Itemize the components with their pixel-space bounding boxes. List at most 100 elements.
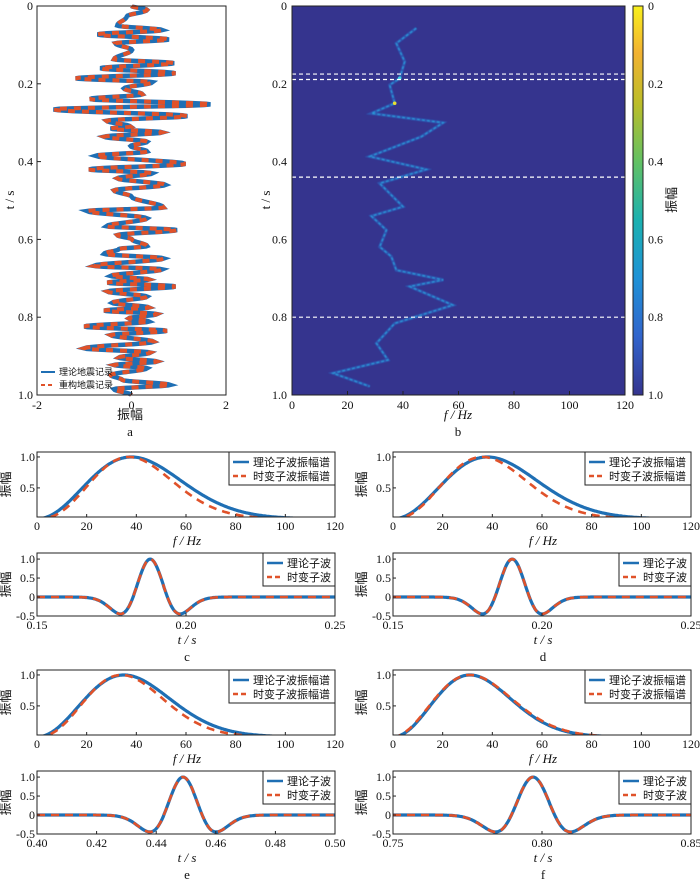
- y-tick-label: 1.0: [376, 450, 391, 464]
- x-axis-label: t / s: [178, 850, 197, 865]
- colorbar-tick-label: 0.6: [648, 232, 663, 246]
- x-tick-label: 100: [632, 737, 650, 751]
- y-tick-label: 1.0: [18, 388, 33, 402]
- legend-theory-label: 理论子波振幅谱: [609, 455, 686, 469]
- y-axis-label: 振幅: [354, 689, 369, 715]
- y-tick-label: 1.0: [20, 770, 35, 784]
- x-tick-label: 0.80: [532, 836, 553, 850]
- panel-label: f: [541, 867, 546, 882]
- y-tick-label: 1.0: [376, 668, 391, 682]
- y-tick-label: 0: [385, 590, 391, 604]
- legend-recon-label: 重构地震记录: [59, 379, 113, 390]
- y-tick-label: 1.0: [20, 450, 35, 464]
- theory-line: [40, 673, 296, 735]
- legend-timevar-label: 时变子波振幅谱: [253, 469, 330, 483]
- x-tick-label: 100: [276, 519, 294, 533]
- y-tick-label: 0.8: [18, 310, 33, 324]
- x-tick-label: 20: [342, 398, 354, 412]
- x-tick-label: 0.15: [383, 618, 404, 632]
- y-tick-label: 0.5: [20, 699, 35, 713]
- wavelet-plot: [37, 557, 335, 616]
- y-tick-label: 1.0: [376, 552, 391, 566]
- x-tick-label: 0.44: [146, 836, 167, 850]
- x-axis-label: 振幅: [117, 407, 143, 422]
- y-axis-label: 振幅: [354, 789, 369, 815]
- legend-timevar-label: 时变子波振幅谱: [609, 469, 686, 483]
- theory-line: [40, 455, 319, 517]
- legend-box: [262, 770, 336, 805]
- y-tick-label: 0.4: [272, 155, 287, 169]
- x-tick-label: 60: [453, 398, 465, 412]
- y-tick-label: 0.5: [20, 571, 35, 585]
- x-tick-label: 80: [230, 737, 242, 751]
- y-axis-label: t / s: [2, 191, 17, 210]
- x-tick-label: 0.20: [532, 618, 553, 632]
- legend-theory-label: 理论子波: [643, 556, 687, 570]
- timevarying-line: [399, 455, 632, 517]
- y-axis-label: 振幅: [354, 571, 369, 597]
- x-tick-label: 120: [682, 737, 700, 751]
- x-tick-label: 0: [390, 737, 396, 751]
- legend-timevar-label: 时变子波: [643, 788, 687, 802]
- y-tick-label: 1.0: [272, 388, 287, 402]
- x-tick-label: 2: [223, 398, 229, 412]
- spectrum-plot: [40, 455, 319, 517]
- colorbar-tick-label: 1.0: [648, 388, 663, 402]
- panel-label: e: [184, 867, 190, 882]
- legend-theory-label: 理论子波: [287, 774, 331, 788]
- x-tick-label: 100: [276, 737, 294, 751]
- y-tick-label: 1.0: [20, 668, 35, 682]
- y-axis-label: 振幅: [0, 471, 13, 497]
- timevarying-line: [393, 775, 691, 834]
- colorbar: [632, 5, 644, 396]
- x-tick-label: 20: [81, 519, 93, 533]
- x-tick-label: 60: [180, 737, 192, 751]
- colorbar-tick-label: 0.2: [648, 77, 663, 91]
- x-tick-label: 80: [586, 737, 598, 751]
- x-tick-label: 0.20: [176, 618, 197, 632]
- legend-timevar-label: 时变子波振幅谱: [253, 687, 330, 701]
- legend-theory-label: 理论子波: [287, 556, 331, 570]
- y-tick-label: 0: [281, 0, 287, 13]
- reconstructed-trace-line: [53, 4, 211, 397]
- x-tick-label: 40: [486, 737, 498, 751]
- colorbar-tick-label: 0.8: [648, 310, 663, 324]
- x-tick-label: 0: [390, 519, 396, 533]
- spectrogram-hotspot: [392, 101, 397, 106]
- y-axis-label: 振幅: [0, 571, 13, 597]
- timevarying-line: [396, 673, 613, 735]
- y-tick-label: 0.5: [376, 789, 391, 803]
- x-axis-label: f / Hz: [444, 407, 472, 422]
- x-tick-label: 0.46: [205, 836, 226, 850]
- y-tick-label: 0: [27, 0, 33, 13]
- x-tick-label: 0.40: [27, 836, 48, 850]
- y-tick-label: 0.5: [376, 571, 391, 585]
- legend-timevar-label: 时变子波: [643, 570, 687, 584]
- x-axis-label: f / Hz: [529, 533, 557, 548]
- y-tick-label: 0: [29, 590, 35, 604]
- legend-timevar-label: 时变子波: [287, 788, 331, 802]
- spectrum-plot: [396, 455, 675, 517]
- x-tick-label: 0.85: [681, 836, 700, 850]
- x-tick-label: 0: [129, 398, 135, 412]
- spectrum-plot: [395, 673, 622, 735]
- x-tick-label: 80: [586, 519, 598, 533]
- panel-label: c: [184, 649, 190, 664]
- wavelet-plot: [37, 775, 335, 834]
- x-tick-label: 60: [536, 737, 548, 751]
- x-tick-label: 120: [616, 398, 634, 412]
- y-tick-label: 0.5: [376, 699, 391, 713]
- x-tick-label: 20: [437, 737, 449, 751]
- y-tick-label: 0.5: [376, 481, 391, 495]
- x-tick-label: 100: [561, 398, 579, 412]
- y-tick-label: -0.5: [16, 827, 35, 841]
- x-tick-label: 40: [397, 398, 409, 412]
- timevarying-line: [37, 557, 335, 616]
- y-tick-label: 0.6: [272, 232, 287, 246]
- x-tick-label: 40: [486, 519, 498, 533]
- x-tick-label: -2: [32, 398, 42, 412]
- spectrogram-background: [292, 6, 625, 395]
- y-tick-label: 0.6: [18, 232, 33, 246]
- y-tick-label: 0.5: [20, 789, 35, 803]
